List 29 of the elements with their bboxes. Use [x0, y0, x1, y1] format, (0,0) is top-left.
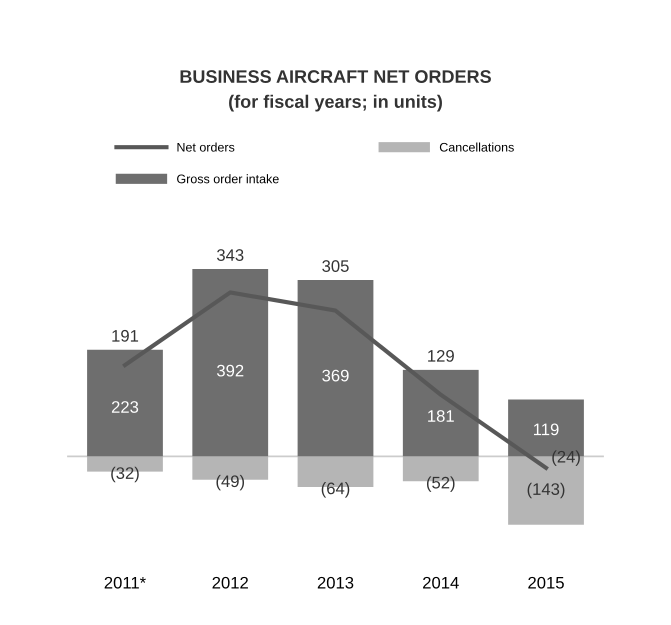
x-tick-label: 2014: [423, 576, 459, 589]
data-label: (24): [552, 450, 580, 466]
bar: [192, 269, 268, 456]
x-tick-label: 2015: [528, 576, 564, 589]
data-label: 129: [428, 350, 454, 362]
data-label: 343: [216, 249, 244, 261]
chart-title: BUSINESS AIRCRAFT NET ORDERS: [180, 70, 491, 83]
data-label: (32): [111, 466, 139, 482]
data-label: 223: [112, 401, 138, 413]
data-label: 392: [216, 364, 244, 377]
data-label: 191: [112, 330, 138, 342]
data-label: (143): [528, 482, 564, 498]
data-label: (64): [322, 482, 350, 498]
data-label: 305: [322, 260, 349, 272]
x-tick-label: 2013: [318, 576, 354, 589]
bar: [87, 350, 163, 456]
data-label: (49): [216, 474, 244, 490]
bar: [298, 280, 374, 456]
data-label: 119: [534, 423, 559, 436]
legend-label: Gross order intake: [177, 174, 279, 184]
data-label: 369: [322, 370, 349, 382]
legend-label: Cancellations: [440, 142, 514, 152]
x-tick-label: 2011*: [104, 576, 146, 589]
legend-label: Net orders: [177, 142, 234, 152]
chart-subtitle: (for fiscal years; in units): [229, 94, 442, 112]
data-label: (52): [426, 476, 455, 492]
x-tick-label: 2012: [212, 576, 248, 589]
bar: [402, 370, 479, 456]
data-label: 181: [428, 410, 454, 422]
